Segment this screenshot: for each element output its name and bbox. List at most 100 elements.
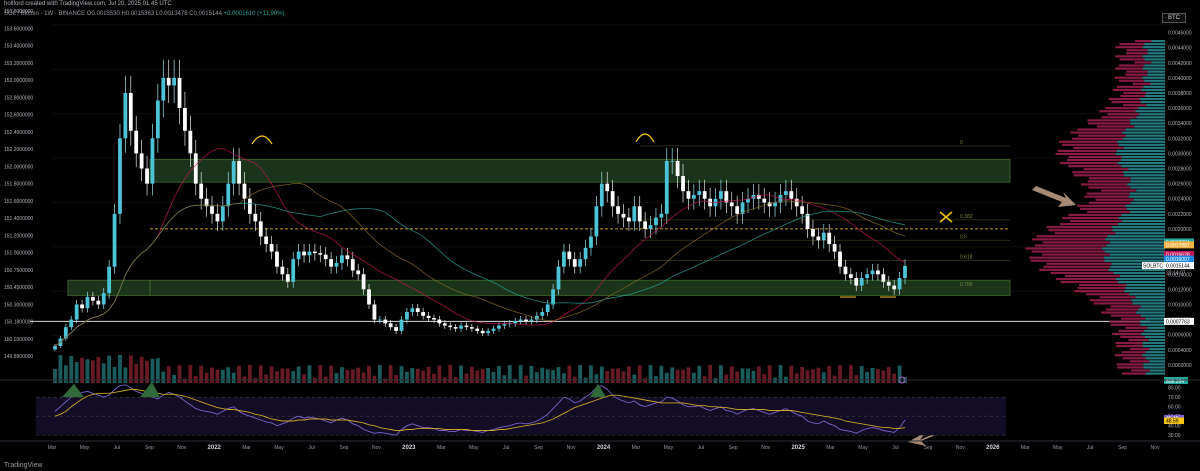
candle-body — [80, 304, 84, 309]
volume-profile-bar — [1143, 85, 1165, 88]
volume-bar — [735, 371, 740, 383]
price-label-bg — [1164, 317, 1194, 325]
right-axis-label: 0.0014000 — [1168, 272, 1192, 278]
volume-profile-bar — [1108, 97, 1140, 101]
candle-body — [865, 274, 869, 279]
candle-body — [318, 253, 323, 255]
volume-profile-bar — [1133, 198, 1165, 201]
volume-bar — [118, 355, 122, 383]
volume-bar — [632, 374, 637, 383]
volume-profile-bar — [1110, 265, 1165, 268]
volume-profile-bar — [1029, 256, 1104, 259]
volume-bar — [285, 368, 290, 383]
volume-bar — [811, 369, 815, 383]
volume-bar — [724, 374, 729, 383]
volume-bar — [296, 366, 301, 383]
volume-bar — [345, 370, 350, 383]
time-axis-label: Mar — [632, 445, 641, 451]
volume-profile-bar — [1111, 226, 1165, 229]
left-axis-label: 151.8000000 — [4, 182, 33, 188]
volume-profile-bar — [1142, 76, 1165, 79]
volume-profile-bar — [1139, 97, 1165, 101]
candle-body — [876, 270, 880, 275]
volume-bar — [96, 356, 101, 383]
time-axis-label: Mar — [242, 445, 251, 451]
volume-bar — [448, 365, 453, 383]
candle-body — [188, 130, 193, 154]
arrow-right-icon — [1032, 186, 1076, 207]
fib-label: 0.786 — [960, 282, 973, 288]
volume-profile-bar — [1095, 198, 1134, 201]
time-axis-label: Sep — [145, 445, 154, 451]
volume-profile-bar — [1140, 323, 1165, 326]
candle-body — [881, 274, 886, 282]
volume-profile-bar — [1122, 357, 1146, 360]
volume-bar — [540, 367, 545, 383]
candle-body — [107, 266, 112, 294]
candle-body — [854, 278, 859, 286]
volume-bar — [865, 371, 869, 383]
volume-profile — [1025, 40, 1165, 375]
volume-profile-bar — [1073, 174, 1124, 177]
time-axis-label: 2024 — [597, 445, 611, 451]
candle-body — [697, 191, 702, 195]
left-axis-label: 150.1800000 — [4, 320, 33, 326]
volume-bar — [848, 365, 853, 383]
volume-profile-bar — [1070, 219, 1123, 223]
candle-body — [534, 315, 539, 320]
candle-body — [605, 183, 610, 192]
volume-profile-bar — [1120, 335, 1145, 339]
volume-profile-bar — [1141, 88, 1165, 91]
time-axis: Mar May Jul Sep Nov 2022 Mar May Jul Sep Nov 2023 Ma… — [0, 440, 1200, 451]
volume-profile-bar — [1149, 360, 1165, 363]
right-axis-label: 0.0036000 — [1168, 106, 1192, 112]
currency-button[interactable]: BTC — [1162, 13, 1186, 23]
left-axis-label: 153.2000000 — [4, 61, 33, 67]
volume-profile-bar — [1077, 128, 1126, 131]
left-axis-label: 150.0300000 — [4, 337, 33, 343]
candle-body — [670, 160, 675, 162]
volume-profile-bar — [1046, 226, 1112, 229]
candle-body — [637, 206, 642, 222]
candle-body — [399, 319, 404, 331]
candle-body — [145, 168, 149, 184]
volume-profile-bar — [1134, 40, 1152, 43]
candle-body — [903, 265, 907, 279]
volume-profile-bar — [1136, 189, 1165, 192]
candle-body — [897, 278, 902, 290]
volume-profile-bar — [1078, 134, 1126, 137]
volume-bar — [63, 365, 68, 383]
volume-bar — [329, 365, 334, 383]
candle-body — [659, 213, 664, 218]
volume-bar — [464, 373, 469, 383]
left-axis-label: 150.7500000 — [4, 268, 33, 274]
candle-body — [112, 213, 117, 267]
candle-body — [296, 251, 301, 260]
volume-profile-bar — [1149, 348, 1165, 351]
candle-body — [161, 77, 166, 101]
volume-bar — [664, 372, 669, 383]
volume-profile-bar — [1144, 79, 1165, 82]
volume-profile-bar — [1072, 171, 1124, 174]
volume-bar — [350, 369, 355, 383]
fib-label: 0.618 — [960, 255, 973, 261]
volume-profile-bar — [1083, 168, 1129, 171]
fib-label: 0.382 — [960, 214, 973, 220]
price-label: 0.0007763 — [1166, 319, 1190, 325]
volume-profile-bar — [1140, 101, 1165, 104]
candle-body — [886, 281, 891, 286]
rsi-axis-label: 80.00 — [1168, 386, 1181, 392]
candle-body — [632, 206, 637, 222]
candle-body — [448, 325, 453, 328]
candle-body — [63, 327, 68, 339]
price-label: 0.0016007 — [1166, 257, 1190, 263]
volume-profile-bar — [1097, 125, 1135, 128]
bar-countdown: 22:14:07 — [1166, 271, 1186, 277]
candle-body — [816, 236, 821, 241]
volume-bar — [372, 375, 377, 383]
volume-bar — [892, 373, 897, 383]
volume-profile-bar — [1123, 91, 1147, 95]
price-label-bg — [1164, 250, 1194, 258]
volume-profile-bar — [1107, 113, 1140, 116]
